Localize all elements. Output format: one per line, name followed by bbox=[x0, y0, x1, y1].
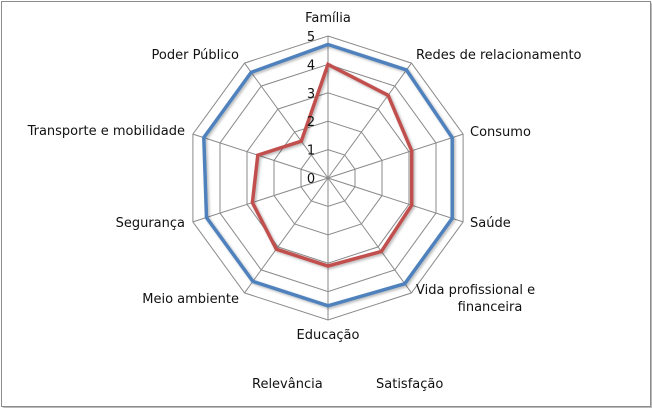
radial-tick-labels: 0 1 2 3 4 5 bbox=[307, 30, 315, 187]
tick-label: 1 bbox=[307, 144, 315, 159]
category-label: Segurança bbox=[116, 216, 185, 231]
category-label: Vida profissional e financeira bbox=[416, 283, 535, 315]
category-label: Consumo bbox=[470, 125, 531, 140]
category-label: Transporte e mobilidade bbox=[27, 124, 185, 139]
radar-grid bbox=[192, 35, 464, 321]
grid-spoke bbox=[327, 62, 412, 179]
legend-label-1: Relevância bbox=[252, 377, 323, 392]
category-label: Saúde bbox=[470, 216, 511, 231]
grid-spoke bbox=[244, 62, 329, 179]
category-label: Educação bbox=[297, 328, 360, 343]
radar-series bbox=[202, 42, 454, 308]
category-labels: Família Redes de relacionamento Consumo Saú… bbox=[27, 11, 582, 343]
legend-label-2: Satisfação bbox=[376, 377, 443, 392]
series-line-2 bbox=[250, 61, 414, 268]
tick-label: 2 bbox=[307, 115, 315, 130]
tick-label: 4 bbox=[307, 58, 315, 73]
category-label: Família bbox=[305, 11, 351, 26]
grid-spoke bbox=[244, 177, 329, 294]
grid-spoke bbox=[327, 133, 464, 179]
category-label: Poder Público bbox=[152, 48, 240, 63]
series-line-1 bbox=[202, 42, 454, 308]
tick-label: 3 bbox=[307, 87, 315, 102]
tick-label: 0 bbox=[307, 172, 315, 187]
grid-spoke bbox=[327, 177, 464, 223]
category-label: Meio ambiente bbox=[142, 292, 239, 307]
grid-spoke bbox=[192, 177, 329, 223]
legend: Relevância Satisfação bbox=[216, 377, 443, 392]
category-label: Redes de relacionamento bbox=[416, 48, 582, 63]
tick-label: 5 bbox=[307, 30, 315, 45]
grid-spoke bbox=[327, 177, 412, 294]
